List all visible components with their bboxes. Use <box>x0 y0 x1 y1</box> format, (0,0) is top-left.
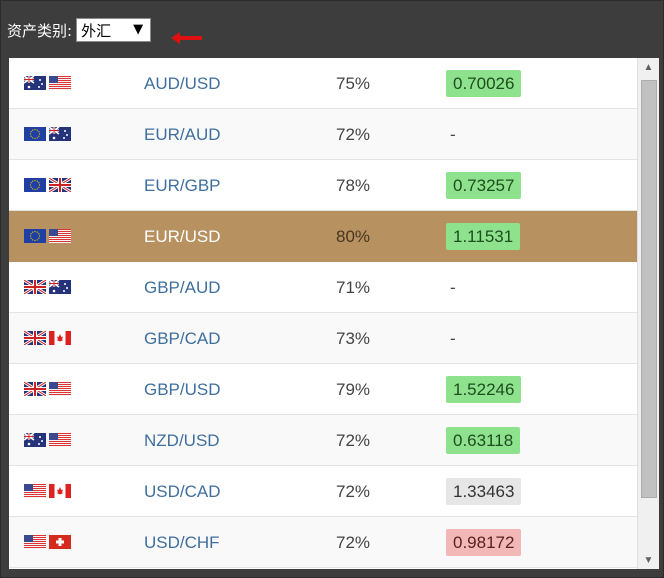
asset-row[interactable]: USD/CHF 72% 0.98172 <box>9 517 637 568</box>
us-flag-icon <box>49 76 71 90</box>
currency-flags <box>24 76 74 90</box>
ca-flag-icon <box>49 484 71 498</box>
asset-symbol-link[interactable]: EUR/GBP <box>144 176 221 195</box>
currency-flags <box>24 229 74 243</box>
payout-percent: 80% <box>336 227 371 246</box>
currency-flags <box>24 127 74 141</box>
payout-percent: 72% <box>336 125 371 144</box>
currency-flags <box>24 178 74 192</box>
price-badge: 0.73257 <box>446 172 522 199</box>
eu-flag-icon <box>24 127 46 141</box>
payout-percent: 72% <box>336 533 371 552</box>
uk-flag-icon <box>24 331 46 345</box>
asset-row[interactable]: AUD/USD 75% 0.70026 <box>9 58 637 109</box>
red-arrow-annotation-icon <box>171 32 202 44</box>
currency-flags <box>24 484 74 498</box>
us-flag-icon <box>24 535 46 549</box>
price-badge: - <box>450 125 456 144</box>
payout-percent: 78% <box>336 176 371 195</box>
price-badge: - <box>450 278 456 297</box>
asset-row[interactable]: EUR/GBP 78% 0.73257 <box>9 160 637 211</box>
asset-symbol-link[interactable]: GBP/USD <box>144 380 221 399</box>
scroll-thumb[interactable] <box>641 80 657 498</box>
uk-flag-icon <box>24 280 46 294</box>
asset-symbol-link[interactable]: EUR/AUD <box>144 125 221 144</box>
asset-symbol-link[interactable]: NZD/USD <box>144 431 220 450</box>
currency-flags <box>24 433 74 447</box>
payout-percent: 75% <box>336 74 371 93</box>
asset-row[interactable]: NZD/USD 72% 0.63118 <box>9 415 637 466</box>
asset-symbol-link[interactable]: AUD/USD <box>144 74 221 93</box>
payout-percent: 73% <box>336 329 371 348</box>
eu-flag-icon <box>24 229 46 243</box>
price-badge: 1.11531 <box>446 223 521 250</box>
price-badge: 1.52246 <box>446 376 522 403</box>
currency-flags <box>24 280 74 294</box>
payout-percent: 79% <box>336 380 371 399</box>
us-flag-icon <box>49 382 71 396</box>
asset-row[interactable]: GBP/CAD 73% - <box>9 313 637 364</box>
ca-flag-icon <box>49 331 71 345</box>
scroll-down-icon[interactable]: ▼ <box>643 554 654 566</box>
payout-percent: 72% <box>336 431 371 450</box>
asset-row[interactable]: GBP/USD 79% 1.52246 <box>9 364 637 415</box>
price-badge: - <box>450 329 456 348</box>
asset-class-select[interactable]: 外汇 ▼ <box>76 18 152 42</box>
eu-flag-icon <box>24 178 46 192</box>
payout-percent: 71% <box>336 278 371 297</box>
asset-row[interactable]: USD/CAD 72% 1.33463 <box>9 466 637 517</box>
price-badge: 1.33463 <box>446 478 522 505</box>
asset-symbol-link[interactable]: USD/CAD <box>144 482 221 501</box>
asset-class-header: 资产类别: 外汇 ▼ <box>7 15 152 45</box>
us-flag-icon <box>49 229 71 243</box>
asset-row-selected[interactable]: EUR/USD 80% 1.11531 <box>9 211 637 262</box>
us-flag-icon <box>24 484 46 498</box>
uk-flag-icon <box>24 382 46 396</box>
au-flag-icon <box>49 280 71 294</box>
price-badge: 0.98172 <box>446 529 522 556</box>
asset-symbol-link[interactable]: USD/CHF <box>144 533 220 552</box>
price-badge: 0.70026 <box>446 70 522 97</box>
asset-symbol-link[interactable]: EUR/USD <box>144 227 221 246</box>
us-flag-icon <box>49 433 71 447</box>
asset-row[interactable]: GBP/AUD 71% - <box>9 262 637 313</box>
scrollbar[interactable]: ▲ ▼ <box>637 58 659 569</box>
asset-symbol-link[interactable]: GBP/CAD <box>144 329 221 348</box>
au-flag-icon <box>24 76 46 90</box>
asset-class-label: 资产类别: <box>7 21 73 40</box>
asset-class-select-value: 外汇 <box>81 21 112 40</box>
dropdown-arrow-icon[interactable]: ▼ <box>133 22 144 37</box>
asset-symbol-link[interactable]: GBP/AUD <box>144 278 221 297</box>
currency-flags <box>24 331 74 345</box>
au-flag-icon <box>49 127 71 141</box>
scroll-up-icon[interactable]: ▲ <box>643 61 654 73</box>
payout-percent: 72% <box>336 482 371 501</box>
uk-flag-icon <box>49 178 71 192</box>
currency-flags <box>24 535 74 549</box>
asset-list: AUD/USD 75% 0.70026 EUR/AUD 72% - EUR/GBP 78% 0.… <box>9 58 637 569</box>
asset-row[interactable]: EUR/AUD 72% - <box>9 109 637 160</box>
currency-flags <box>24 382 74 396</box>
ch-flag-icon <box>49 535 71 549</box>
price-badge: 0.63118 <box>446 427 521 454</box>
au-flag-icon <box>24 433 46 447</box>
